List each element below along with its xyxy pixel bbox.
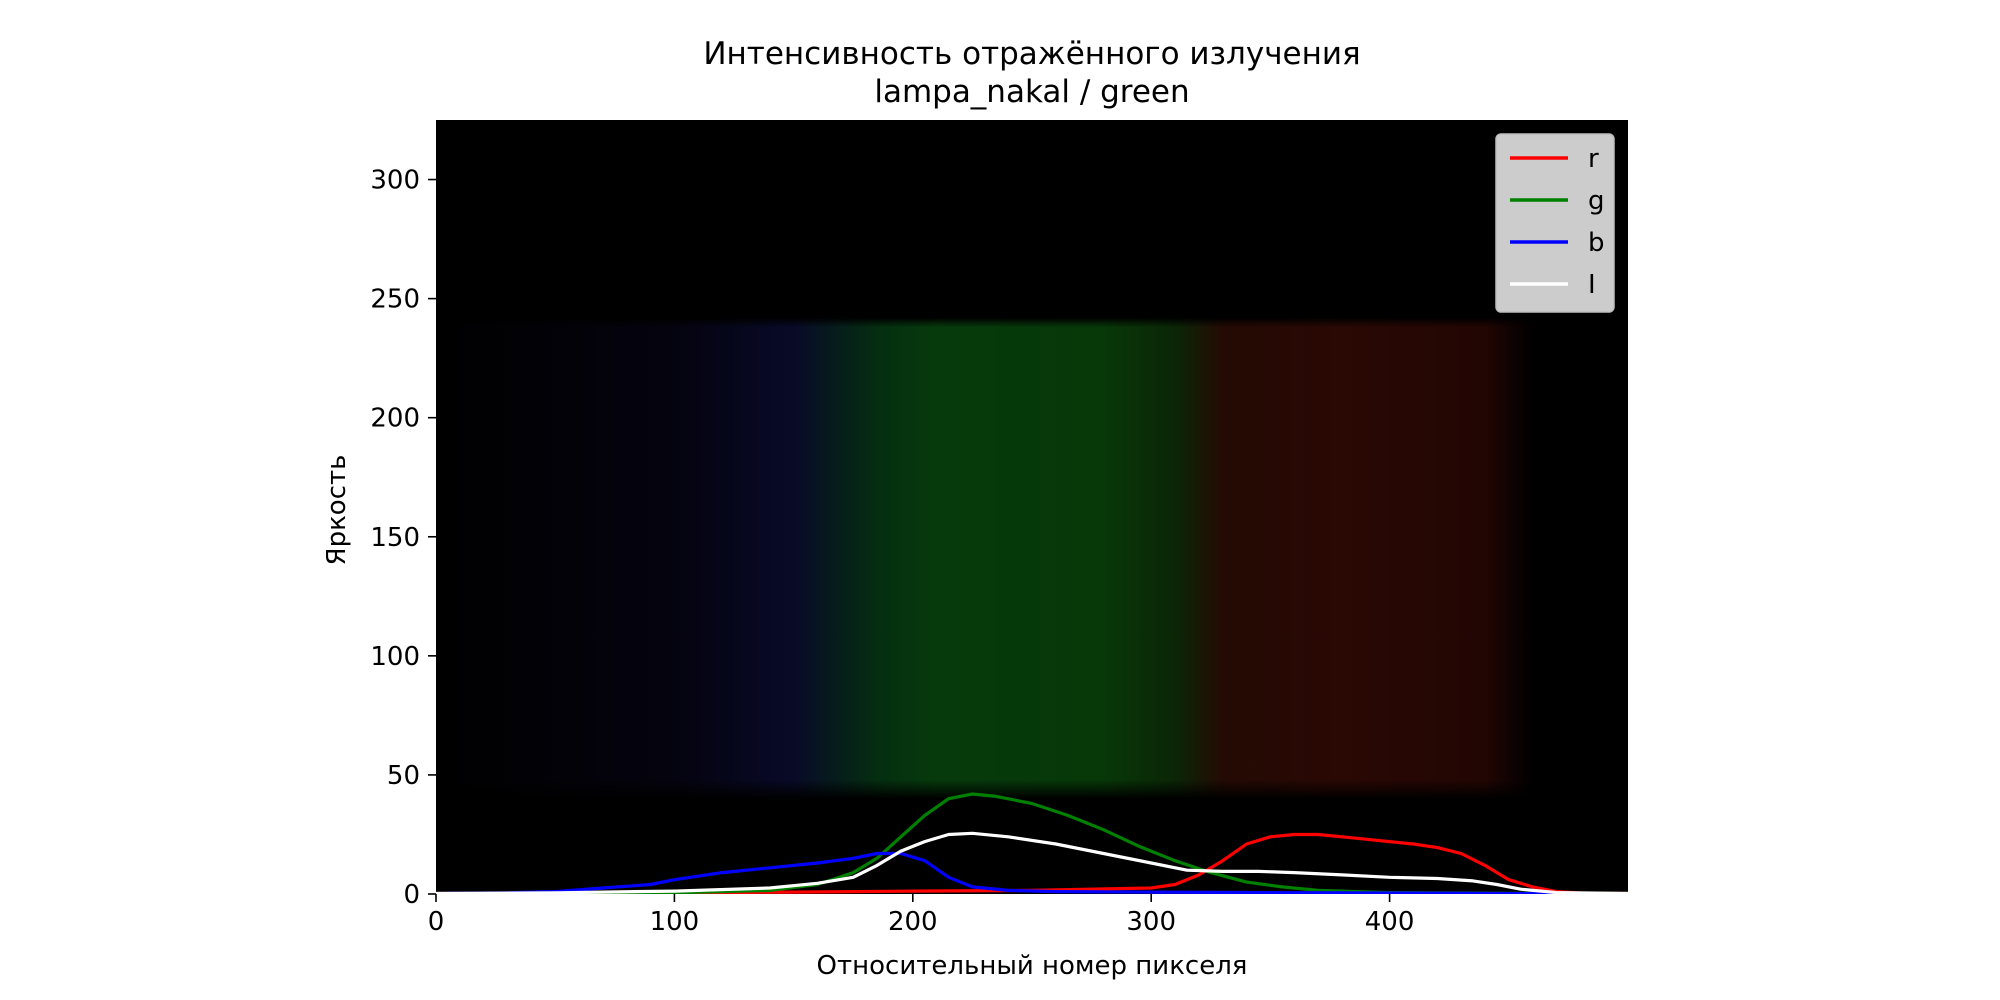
series-line-I — [436, 831, 1628, 894]
series-line-g — [436, 792, 1628, 894]
chart-subtitle: lampa_nakal / green — [874, 74, 1189, 110]
axis-ticks: 0 100 200 300 400 0 50 100 150 200 250 300 — [370, 166, 1414, 937]
x-axis-label: Относительный номер пикселя — [817, 951, 1248, 981]
x-tick-label: 200 — [888, 907, 938, 937]
series-line-b — [436, 851, 1628, 894]
legend-label-I: I — [1588, 270, 1596, 300]
y-tick-label: 250 — [370, 285, 420, 315]
x-tick-label: 300 — [1126, 907, 1176, 937]
y-tick-label: 50 — [387, 761, 420, 791]
y-tick-label: 0 — [403, 880, 420, 910]
legend-label-r: r — [1588, 144, 1599, 174]
x-tick-label: 100 — [650, 907, 700, 937]
y-axis-label: Яркость — [322, 455, 352, 566]
x-tick-label: 400 — [1365, 907, 1415, 937]
series-line-r — [436, 832, 1628, 894]
series-group — [436, 792, 1628, 894]
legend-label-g: g — [1588, 186, 1605, 216]
y-tick-label: 200 — [370, 404, 420, 434]
y-tick-label: 150 — [370, 523, 420, 553]
x-tick-label: 0 — [428, 907, 445, 937]
y-tick-label: 300 — [370, 166, 420, 196]
legend-box — [1495, 133, 1615, 313]
y-tick-label: 100 — [370, 642, 420, 672]
legend-label-b: b — [1588, 228, 1605, 258]
spectrum-band — [436, 317, 1628, 799]
chart-title: Интенсивность отражённого излучения — [703, 36, 1360, 72]
